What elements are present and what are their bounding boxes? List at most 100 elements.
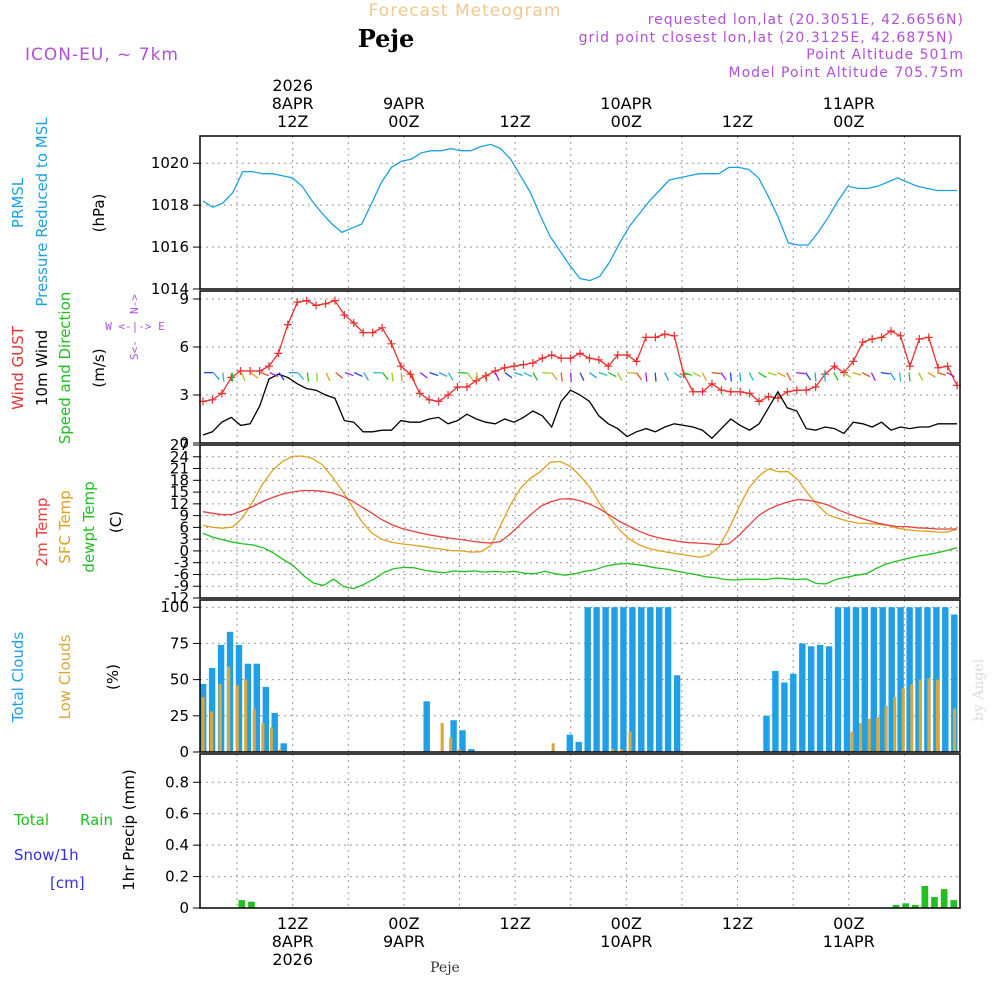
y-tick-label: 0 [179, 542, 189, 560]
y-tick-label: 0.8 [165, 773, 189, 791]
wind-direction-arrow [927, 372, 936, 378]
y-tick-label: 50 [170, 671, 189, 689]
low-cloud-bar [867, 718, 871, 752]
total-cloud-bar [468, 749, 475, 752]
rain-bar [940, 889, 948, 908]
gust-marker [302, 296, 311, 305]
gust-marker [519, 360, 528, 369]
top-time-label: 00Z [833, 112, 864, 131]
bottom-time-label: 12Z [722, 914, 753, 933]
temp-label-3: dewpt Temp [80, 481, 98, 572]
y-tick-label: 6 [179, 518, 189, 536]
wind-direction-arrow [729, 372, 733, 382]
total-cloud-bar [262, 686, 269, 752]
total-cloud-bar [208, 668, 216, 752]
gust-marker [877, 333, 886, 342]
low-cloud-bar [551, 743, 555, 752]
compass-s: S<- [128, 340, 141, 360]
low-cloud-bar [261, 723, 265, 752]
wind-direction-arrow [823, 372, 827, 382]
gust-marker [736, 387, 745, 396]
wind-direction-arrow [212, 372, 220, 380]
y-tick-label: 0.2 [165, 868, 189, 886]
total-cloud-bar [763, 715, 770, 752]
gust-marker [717, 386, 726, 395]
gust-marker [274, 349, 283, 358]
low-cloud-bar [449, 737, 453, 752]
y-tick-label: 3 [179, 530, 189, 548]
dewpt-line [202, 532, 958, 590]
wind-direction-arrow [240, 372, 246, 382]
gust-marker [500, 363, 509, 372]
gust-marker [641, 333, 650, 342]
temp-panel-frame [199, 444, 961, 599]
gust-marker [576, 349, 584, 358]
total-cloud-bar [620, 607, 627, 752]
top-time-label: 9APR [383, 94, 425, 113]
gust-marker [811, 383, 820, 391]
wind-direction-arrow [937, 371, 947, 376]
low-cloud-bar [611, 749, 615, 752]
total-cloud-bar [790, 673, 797, 752]
wind-label-2: 10m Wind [33, 330, 51, 406]
low-cloud-bar [227, 666, 231, 752]
wind-direction-arrow [654, 372, 657, 382]
wind-direction-arrow [598, 371, 608, 376]
total-cloud-bar [942, 607, 949, 752]
gust-marker [613, 351, 622, 359]
top-time-label: 8APR [272, 94, 314, 113]
low-cloud-bar [210, 711, 214, 752]
gust-marker [651, 333, 660, 342]
precip-label-snow: Snow/1h [14, 846, 79, 864]
precip-label-rain: Rain [80, 811, 113, 829]
low-cloud-bar [619, 749, 623, 752]
y-tick-label: 9 [179, 507, 189, 525]
wind-direction-arrow [569, 372, 572, 382]
wind-direction-arrow [617, 372, 623, 381]
y-tick-label: 6 [179, 338, 189, 356]
total-cloud-bar [235, 644, 243, 752]
total-cloud-bar [906, 607, 913, 752]
gust-marker [387, 339, 396, 348]
model-altitude: Model Point Altitude 705.75m [729, 65, 964, 81]
rain-bar [248, 901, 255, 908]
low-cloud-bar [893, 697, 897, 752]
gust-marker [378, 323, 387, 332]
gust-marker [698, 387, 707, 396]
gust-marker [623, 351, 632, 359]
low-cloud-bar [850, 731, 854, 752]
y-tick-label: -12 [165, 589, 190, 607]
top-time-label: 00Z [388, 112, 419, 131]
gust-marker [283, 320, 292, 329]
wind-direction-arrow [542, 371, 552, 374]
wind-direction-arrow [335, 372, 344, 379]
gust-marker [208, 395, 217, 404]
wind-direction-arrow [711, 371, 721, 375]
wind-speed-line [202, 373, 957, 440]
gust-marker [773, 394, 782, 403]
top-time-label: 11APR [823, 94, 875, 113]
gust-marker [934, 363, 943, 372]
gust-marker [915, 335, 924, 343]
rain-bar [950, 900, 958, 908]
gust-marker [462, 383, 471, 391]
wind-unit: (m/s) [90, 348, 108, 387]
low-cloud-bar [218, 684, 222, 752]
total-cloud-bar [772, 670, 779, 752]
total-cloud-bar [566, 734, 573, 752]
total-cloud-bar [888, 607, 895, 752]
gust-marker [217, 389, 226, 398]
wind-direction-arrow [767, 371, 777, 376]
wind-direction-arrow [870, 372, 876, 381]
wind-direction-arrow [523, 372, 532, 378]
rain-bar [892, 904, 900, 908]
low-cloud-bar [884, 705, 888, 752]
gust-marker [830, 362, 839, 371]
gust-marker [255, 367, 264, 375]
gust-marker [849, 357, 858, 366]
gust-marker [227, 373, 236, 382]
precip-label-total: Total [13, 811, 49, 829]
wind-direction-arrow [673, 372, 682, 379]
title: Forecast Meteogram [369, 1, 562, 21]
